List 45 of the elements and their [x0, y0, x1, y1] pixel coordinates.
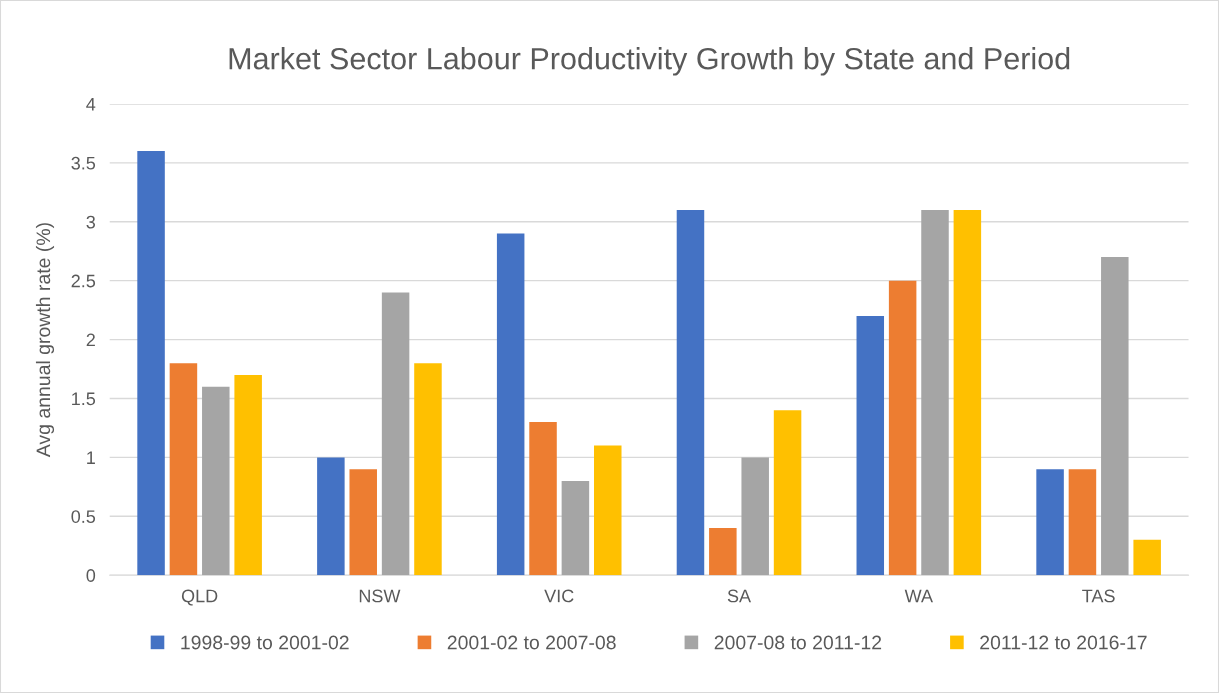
bar [921, 209, 949, 576]
bar [317, 457, 345, 576]
y-tick-label: 3 [86, 215, 96, 229]
x-tick-label: TAS [1082, 589, 1115, 603]
chart-title: Market Sector Labour Productivity Growth by State and Period [229, 47, 1070, 76]
x-tick-label: NSW [359, 589, 401, 603]
y-axis-title: Avg annual growth rate (%) [35, 223, 55, 458]
bar [953, 209, 982, 576]
y-tick-label: 4 [86, 98, 96, 111]
bar [561, 480, 590, 576]
y-tick-label: 2 [86, 333, 95, 347]
bar [137, 151, 165, 576]
bar [169, 363, 198, 576]
bar [529, 422, 557, 576]
bar [496, 233, 525, 576]
bar [1036, 469, 1064, 576]
legend-label: 1998-99 to 2001-02 [181, 635, 349, 650]
bar [1101, 257, 1129, 576]
legend-label: 2001-02 to 2007-08 [447, 635, 616, 650]
bar [234, 374, 262, 576]
y-tick-label: 3.5 [71, 156, 96, 170]
bar [676, 209, 705, 576]
bar [594, 445, 622, 576]
bar [381, 292, 410, 576]
x-tick-label: WA [904, 589, 933, 603]
legend-label: 2007-08 to 2011-12 [714, 635, 882, 650]
bar [856, 316, 885, 576]
bar [349, 469, 377, 576]
y-tick-label: 0 [86, 569, 96, 582]
x-tick-label: QLD [181, 589, 218, 606]
y-tick-label: 1.5 [72, 392, 96, 406]
y-tick-label: 0.5 [71, 510, 96, 524]
bar [773, 410, 802, 576]
legend-label: 2011-12 to 2016-17 [980, 635, 1147, 650]
bar [202, 386, 230, 576]
bar [741, 457, 769, 576]
y-tick-label: 1 [87, 451, 95, 464]
bar [888, 280, 917, 576]
bar [1068, 469, 1097, 576]
x-tick-label: SA [727, 589, 752, 603]
bar [709, 528, 737, 576]
bar [414, 363, 442, 576]
x-tick-label: VIC [544, 589, 574, 603]
y-tick-label: 2.5 [71, 274, 96, 288]
bar [1133, 539, 1161, 576]
